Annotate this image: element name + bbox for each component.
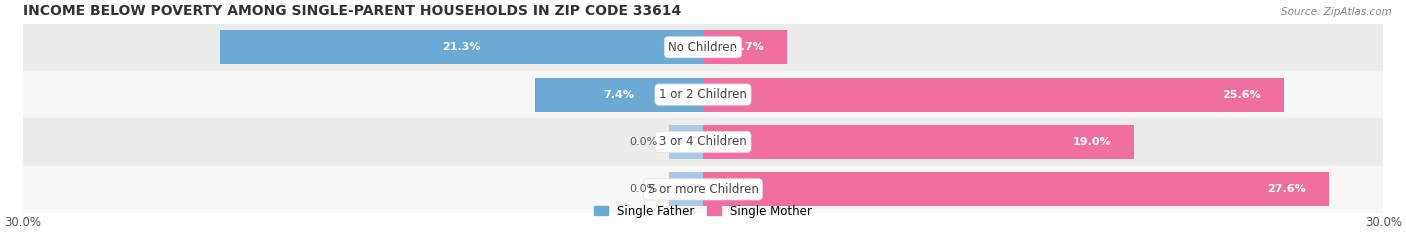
Text: 1 or 2 Children: 1 or 2 Children [659, 88, 747, 101]
Bar [703, 78, 1284, 112]
Legend: Single Father, Single Mother: Single Father, Single Mother [589, 200, 817, 222]
Bar [703, 125, 1133, 159]
Text: 21.3%: 21.3% [443, 42, 481, 52]
Bar [536, 78, 703, 112]
Text: 27.6%: 27.6% [1267, 184, 1306, 194]
Bar [22, 118, 1384, 166]
Text: 3 or 4 Children: 3 or 4 Children [659, 135, 747, 148]
Text: 5 or more Children: 5 or more Children [648, 183, 758, 196]
Text: 7.4%: 7.4% [603, 89, 634, 99]
Text: Source: ZipAtlas.com: Source: ZipAtlas.com [1281, 7, 1392, 17]
Bar [669, 172, 703, 206]
Text: INCOME BELOW POVERTY AMONG SINGLE-PARENT HOUSEHOLDS IN ZIP CODE 33614: INCOME BELOW POVERTY AMONG SINGLE-PARENT… [22, 4, 681, 18]
Text: 0.0%: 0.0% [630, 184, 658, 194]
Text: 0.0%: 0.0% [630, 137, 658, 147]
Text: 25.6%: 25.6% [1222, 89, 1261, 99]
Bar [219, 30, 703, 64]
Text: No Children: No Children [668, 41, 738, 54]
Text: 3.7%: 3.7% [734, 42, 765, 52]
Bar [22, 166, 1384, 213]
Text: 19.0%: 19.0% [1073, 137, 1111, 147]
Bar [703, 172, 1329, 206]
Bar [703, 30, 787, 64]
Bar [669, 125, 703, 159]
Bar [22, 24, 1384, 71]
Bar [22, 71, 1384, 118]
